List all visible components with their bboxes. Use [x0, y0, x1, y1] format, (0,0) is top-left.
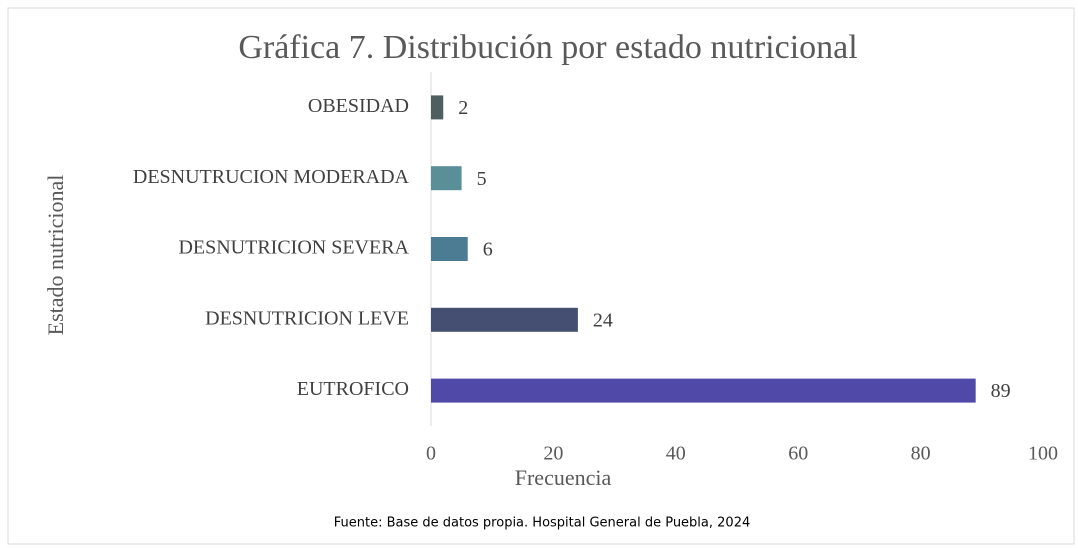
- source-note: Fuente: Base de datos propia. Hospital G…: [334, 516, 751, 531]
- x-tick-label: 0: [426, 443, 436, 465]
- value-label: 6: [483, 239, 493, 261]
- x-tick-label: 100: [1028, 443, 1058, 465]
- x-tick-label: 80: [911, 443, 931, 465]
- bar: [431, 166, 462, 191]
- x-tick-label: 60: [788, 443, 808, 465]
- x-axis-label: Frecuencia: [515, 465, 612, 490]
- x-tick-label: 20: [543, 443, 563, 465]
- bar: [431, 95, 444, 120]
- y-tick-label: EUTROFICO: [297, 378, 409, 400]
- bar: [431, 307, 578, 332]
- y-axis-label: Estado nutricional: [43, 175, 68, 336]
- bar: [431, 378, 976, 403]
- value-label: 5: [477, 168, 487, 190]
- x-tick-label: 40: [666, 443, 686, 465]
- y-tick-label: DESNUTRICION LEVE: [205, 307, 409, 329]
- chart-title: Gráfica 7. Distribución por estado nutri…: [238, 29, 857, 66]
- value-label: 89: [991, 380, 1011, 402]
- chart-border: [7, 7, 1075, 545]
- y-tick-label: OBESIDAD: [308, 95, 409, 117]
- value-label: 2: [458, 97, 468, 119]
- bar: [431, 237, 468, 261]
- y-tick-label: DESNUTRUCION MODERADA: [133, 166, 410, 188]
- value-label: 24: [593, 309, 613, 331]
- y-tick-label: DESNUTRICION SEVERA: [178, 237, 409, 259]
